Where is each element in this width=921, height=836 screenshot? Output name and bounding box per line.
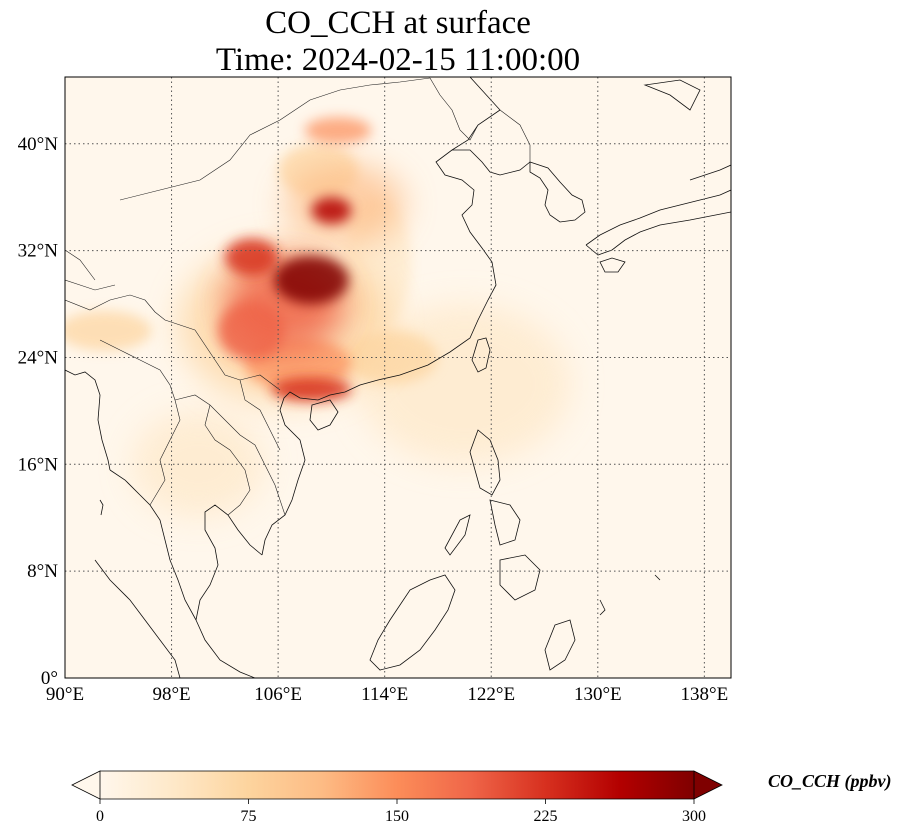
colorbar-title: CO_CCH (ppbv) bbox=[768, 771, 892, 792]
field-blob bbox=[274, 255, 349, 305]
co-concentration-field bbox=[65, 117, 572, 518]
field-blob bbox=[131, 410, 265, 518]
coastlines bbox=[65, 77, 731, 678]
colorbar-tick-label: 0 bbox=[96, 808, 104, 825]
colorbar: 0 75 150 225 300 CO_CCH (ppbv) bbox=[71, 770, 892, 825]
lon-tick-label: 122°E bbox=[467, 684, 515, 705]
colorbar-tick-label: 225 bbox=[534, 808, 558, 825]
lon-tick-label: 98°E bbox=[152, 684, 190, 705]
title-line2: Time: 2024-02-15 11:00:00 bbox=[216, 42, 580, 78]
colorbar-extend-low bbox=[71, 770, 101, 800]
field-blob bbox=[271, 377, 352, 402]
field-blob bbox=[304, 117, 372, 144]
lat-tick-label: 40°N bbox=[18, 134, 59, 155]
longitude-tick-labels: 90°E 98°E 106°E 114°E 122°E 130°E 138°E bbox=[46, 684, 728, 705]
lon-tick-label: 138°E bbox=[681, 684, 729, 705]
lon-tick-label: 90°E bbox=[46, 684, 84, 705]
colorbar-tick-label: 150 bbox=[385, 808, 409, 825]
gridlines bbox=[65, 77, 731, 678]
lat-tick-label: 16°N bbox=[18, 454, 59, 475]
colorbar-ticks: 0 75 150 225 300 bbox=[96, 799, 706, 825]
latitude-tick-labels: 0° 8°N 16°N 24°N 32°N 40°N bbox=[18, 134, 59, 689]
title-line1: CO_CCH at surface bbox=[265, 5, 531, 41]
colorbar-gradient bbox=[100, 771, 694, 799]
field-blob bbox=[311, 197, 352, 224]
lat-tick-label: 0° bbox=[41, 668, 58, 689]
lat-tick-label: 8°N bbox=[27, 561, 58, 582]
field-blob bbox=[224, 238, 279, 276]
lon-tick-label: 114°E bbox=[361, 684, 408, 705]
lat-tick-label: 32°N bbox=[18, 241, 59, 262]
colorbar-extend-high bbox=[693, 770, 723, 800]
lon-tick-label: 130°E bbox=[574, 684, 622, 705]
lat-tick-label: 24°N bbox=[18, 347, 59, 368]
colorbar-tick-label: 75 bbox=[241, 808, 257, 825]
lon-tick-label: 106°E bbox=[254, 684, 302, 705]
country-borders bbox=[65, 77, 531, 516]
map-panel bbox=[65, 77, 731, 678]
colorbar-tick-label: 300 bbox=[682, 808, 706, 825]
map-frame bbox=[64, 76, 732, 679]
field-blob bbox=[65, 310, 152, 351]
